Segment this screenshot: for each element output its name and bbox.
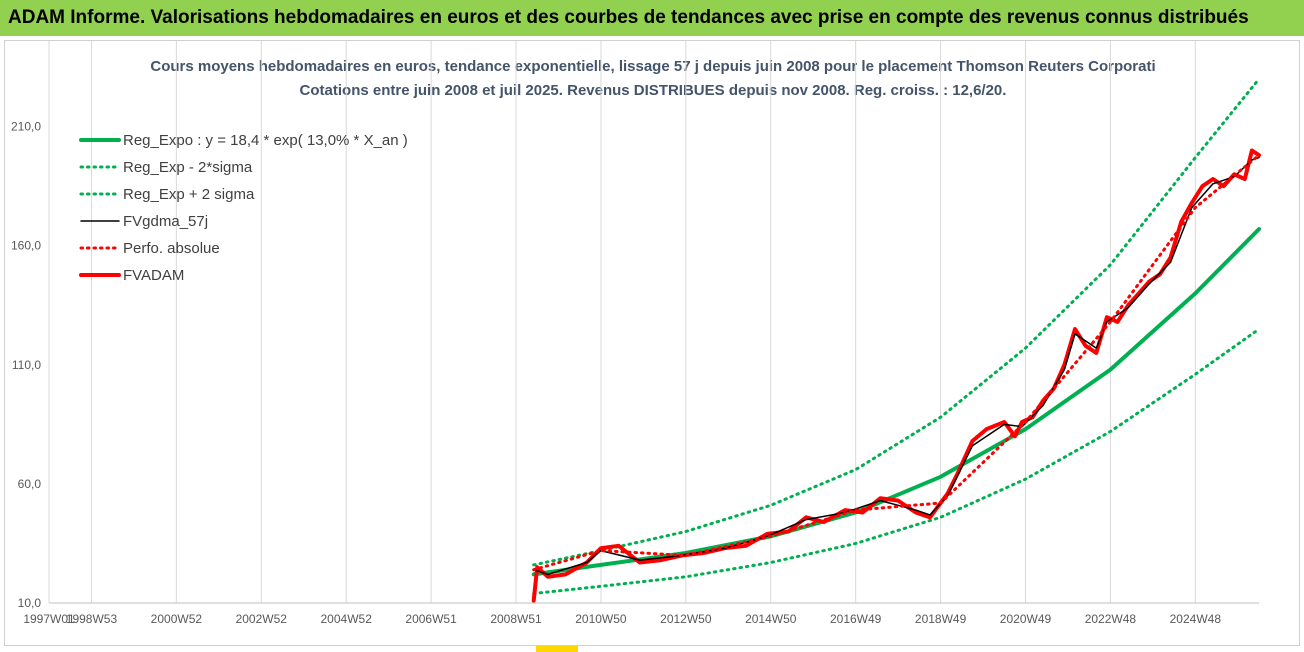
x-tick-label: 2014W50 [745, 612, 797, 626]
y-tick-label: 160,0 [11, 239, 41, 253]
y-tick-label: 210,0 [11, 120, 41, 134]
report-banner: ADAM Informe. Valorisations hebdomadaire… [0, 0, 1304, 36]
chart-svg: Cours moyens hebdomadaires en euros, ten… [11, 41, 1261, 626]
legend-label: FVADAM [123, 267, 184, 284]
series-layer [531, 77, 1261, 603]
legend-label: Reg_Expo : y = 18,4 * exp( 13,0% * X_an … [123, 132, 408, 149]
x-tick-label: 2024W48 [1170, 612, 1222, 626]
legend-label: Reg_Exp - 2*sigma [123, 159, 253, 176]
x-tick-label: 1998W53 [66, 612, 118, 626]
grid-lines [48, 41, 1196, 603]
legend-label: Perfo. absolue [123, 240, 220, 257]
x-tick-label: 2004W52 [321, 612, 373, 626]
legend-label: FVgdma_57j [123, 213, 208, 230]
series-line-5 [531, 148, 1261, 603]
x-tick-label: 2006W51 [405, 612, 457, 626]
y-tick-label: 110,0 [12, 358, 41, 372]
series-line-3 [532, 156, 1260, 576]
chart-legend: Reg_Expo : y = 18,4 * exp( 13,0% * X_an … [79, 132, 408, 284]
x-tick-label: 2016W49 [830, 612, 882, 626]
x-tick-label: 2002W52 [236, 612, 288, 626]
y-tick-label: 60,0 [18, 477, 42, 491]
chart-title: Cours moyens hebdomadaires en euros, ten… [150, 58, 1155, 75]
x-tick-label: 2012W50 [660, 612, 712, 626]
series-line-4 [532, 153, 1261, 572]
x-tick-label: 2010W50 [575, 612, 627, 626]
chart-subtitle: Cotations entre juin 2008 et juil 2025. … [300, 82, 1007, 99]
series-line-1 [532, 327, 1261, 595]
x-tick-label: 2018W49 [915, 612, 967, 626]
x-tick-label: 2020W49 [1000, 612, 1052, 626]
legend-label: Reg_Exp + 2 sigma [123, 186, 255, 203]
x-tick-label: 2000W52 [151, 612, 203, 626]
chart-panel: Cours moyens hebdomadaires en euros, ten… [4, 40, 1300, 646]
y-axis-ticks: 10,0 60,0 110,0 160,0 210,0 [11, 120, 41, 610]
x-tick-label: 2008W51 [490, 612, 542, 626]
corner-highlight [536, 646, 578, 652]
series-line-0 [531, 227, 1261, 577]
series-line-2 [532, 77, 1261, 567]
x-tick-label: 2022W48 [1085, 612, 1137, 626]
x-tick-label: 1997W01 [23, 612, 75, 626]
y-tick-label: 10,0 [18, 596, 42, 610]
banner-title: ADAM Informe. Valorisations hebdomadaire… [8, 7, 1249, 28]
